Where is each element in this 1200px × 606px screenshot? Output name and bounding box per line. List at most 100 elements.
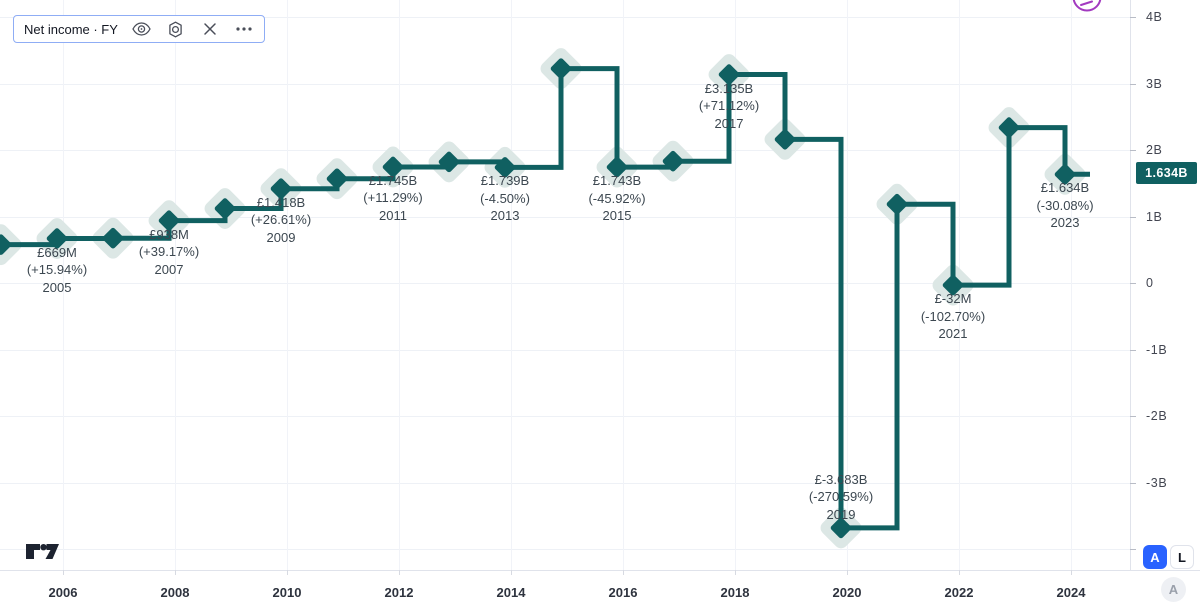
vertical-gridline <box>287 0 288 570</box>
price-axis-label: -1B <box>1146 342 1168 357</box>
price-axis-tick <box>1130 349 1136 351</box>
horizontal-gridline <box>0 349 1130 351</box>
price-axis-separator <box>1130 0 1131 570</box>
vertical-gridline <box>511 0 512 570</box>
data-point-marker[interactable] <box>326 167 349 190</box>
visibility-eye-icon[interactable] <box>132 19 152 39</box>
data-point-marker[interactable] <box>494 156 517 179</box>
data-point-label: £1.634B (-30.08%) 2023 <box>1036 179 1093 232</box>
price-axis-tick <box>1130 150 1136 151</box>
net-income-step-line <box>0 66 1090 531</box>
data-point-marker[interactable] <box>550 57 573 80</box>
watermark-badge: A <box>1161 577 1186 602</box>
data-point-marker[interactable] <box>0 233 12 256</box>
time-axis-tick <box>1071 570 1072 575</box>
data-point-label: £-32M (-102.70%) 2021 <box>921 290 985 343</box>
data-point-marker[interactable] <box>886 193 909 216</box>
data-point-label: £1.745B (+11.29%) 2011 <box>363 172 422 225</box>
price-axis-label: 0 <box>1146 276 1154 290</box>
indicator-title: Net income · FY <box>24 21 118 37</box>
data-point-marker[interactable] <box>270 177 293 200</box>
time-axis-tick <box>847 570 848 575</box>
data-point-label: £669M (+15.94%) 2005 <box>27 244 87 297</box>
label-value: £1.743B <box>592 173 642 189</box>
settings-gear-icon[interactable] <box>166 19 186 39</box>
label-change: (+15.94%) <box>26 262 88 277</box>
horizontal-gridline <box>0 216 1130 218</box>
tradingview-logo[interactable] <box>26 543 60 560</box>
price-axis-label: 2B <box>1146 143 1163 157</box>
time-axis-label: 2010 <box>272 585 302 600</box>
data-point-marker[interactable] <box>158 209 181 232</box>
price-axis-label: 4B <box>1146 10 1163 24</box>
data-point-marker[interactable] <box>718 63 741 86</box>
data-point-label: £-3.683B (-270.59%) 2019 <box>809 471 873 524</box>
price-axis-tick <box>1130 482 1136 484</box>
time-axis-tick <box>287 570 288 575</box>
time-axis-label: 2008 <box>160 585 190 600</box>
label-year: 2019 <box>826 506 856 522</box>
data-point-marker[interactable] <box>214 197 237 220</box>
data-point-label: £938M (+39.17%) 2007 <box>139 226 199 279</box>
data-point-label: £1.739B (-4.50%) 2013 <box>480 172 530 225</box>
price-axis-label: 3B <box>1146 76 1163 91</box>
log-scale-button[interactable]: L <box>1170 545 1194 569</box>
data-point-marker[interactable] <box>438 151 461 174</box>
label-change: (+11.29%) <box>363 190 423 206</box>
label-change: (-270.59%) <box>808 489 874 505</box>
time-axis-tick <box>63 570 64 575</box>
step-line-chart[interactable] <box>0 0 1130 570</box>
price-axis-tick <box>1130 416 1136 417</box>
data-point-marker[interactable] <box>998 116 1021 139</box>
data-point-marker[interactable] <box>606 156 629 179</box>
indicator-legend[interactable]: Net income · FY <box>13 15 265 43</box>
data-point-marker[interactable] <box>942 274 965 297</box>
data-point-label: £3.135B (+71.12%) 2017 <box>699 80 759 133</box>
ideas-purple-icon[interactable] <box>1070 0 1106 16</box>
label-year: 2009 <box>266 229 296 245</box>
data-point-marker[interactable] <box>774 128 797 151</box>
vertical-gridline <box>399 0 400 570</box>
label-change: (-45.92%) <box>588 190 646 206</box>
price-axis-label: -3B <box>1146 475 1168 490</box>
horizontal-gridline <box>0 150 1130 151</box>
horizontal-gridline <box>0 17 1130 18</box>
time-axis-label: 2024 <box>1056 585 1086 600</box>
label-year: 2013 <box>490 208 520 224</box>
more-options-icon[interactable] <box>234 19 254 39</box>
time-axis-label: 2018 <box>720 585 750 600</box>
label-value: £3.135B <box>704 80 754 96</box>
time-axis-label: 2022 <box>944 585 974 600</box>
label-year: 2015 <box>602 208 632 224</box>
label-change: (+26.61%) <box>250 212 312 228</box>
label-year: 2005 <box>42 279 72 295</box>
auto-scale-button[interactable]: A <box>1143 545 1167 569</box>
label-change: (+39.17%) <box>138 244 200 260</box>
label-value: £1.418B <box>256 194 306 210</box>
label-value: £1.745B <box>368 172 418 188</box>
label-change: (-30.08%) <box>1036 197 1094 213</box>
vertical-gridline <box>175 0 176 570</box>
label-year: 2017 <box>714 115 744 131</box>
data-point-marker[interactable] <box>662 150 685 173</box>
price-axis-tick <box>1130 283 1136 284</box>
data-point-marker[interactable] <box>830 517 853 540</box>
data-point-label: £1.743B (-45.92%) 2015 <box>588 172 645 225</box>
time-axis-label: 2020 <box>832 585 862 600</box>
horizontal-gridline <box>0 416 1130 417</box>
data-point-marker[interactable] <box>102 227 125 250</box>
data-point-marker[interactable] <box>382 156 405 179</box>
close-icon[interactable] <box>200 19 220 39</box>
data-point-label: £1.418B (+26.61%) 2009 <box>251 194 311 247</box>
data-point-marker[interactable] <box>46 227 69 250</box>
time-axis-separator <box>0 570 1200 571</box>
horizontal-gridline <box>0 549 1130 550</box>
time-axis-tick <box>399 570 400 575</box>
data-point-marker[interactable] <box>1054 163 1077 186</box>
time-axis-tick <box>735 570 736 575</box>
label-year: 2021 <box>938 326 968 342</box>
label-year: 2007 <box>154 261 184 277</box>
vertical-gridline <box>623 0 624 570</box>
vertical-gridline <box>63 0 64 570</box>
